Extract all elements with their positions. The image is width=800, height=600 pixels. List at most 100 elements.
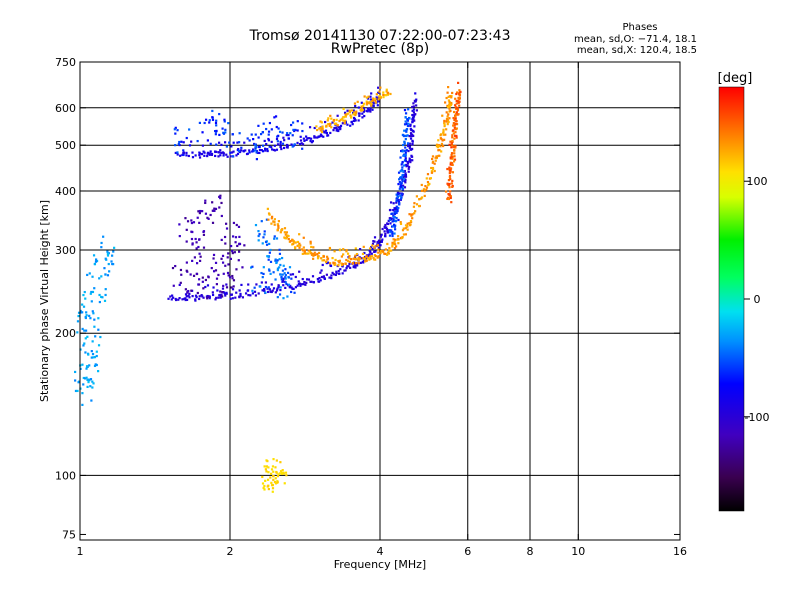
data-point xyxy=(335,118,338,121)
data-point xyxy=(405,163,408,167)
data-point xyxy=(437,139,440,142)
data-point xyxy=(452,146,455,149)
data-point xyxy=(187,294,190,297)
data-point xyxy=(199,209,202,213)
data-point xyxy=(220,238,223,242)
data-point xyxy=(81,303,84,306)
data-point xyxy=(106,274,110,277)
data-point xyxy=(90,290,93,294)
data-point xyxy=(264,291,267,294)
data-point xyxy=(225,286,229,289)
data-point xyxy=(450,142,453,146)
data-point xyxy=(107,262,110,266)
data-point xyxy=(402,173,405,177)
data-point xyxy=(276,223,280,226)
data-point xyxy=(391,230,394,234)
data-point xyxy=(90,350,93,353)
data-point xyxy=(420,196,424,199)
data-point xyxy=(336,114,339,117)
data-point xyxy=(359,248,362,251)
data-point xyxy=(383,225,386,228)
data-point xyxy=(187,289,190,293)
data-point xyxy=(401,229,405,232)
stats-heading: Phases xyxy=(622,22,657,33)
data-point xyxy=(201,144,205,147)
data-point xyxy=(403,108,407,112)
data-point xyxy=(302,246,305,249)
data-point xyxy=(326,119,329,122)
data-point xyxy=(81,403,84,406)
data-point xyxy=(453,155,456,158)
data-point xyxy=(185,136,188,140)
data-point xyxy=(395,201,398,204)
series-x-trace-lower xyxy=(266,86,454,267)
data-point xyxy=(224,242,227,245)
data-point xyxy=(450,156,453,159)
data-point xyxy=(294,275,297,279)
data-point xyxy=(386,229,390,232)
data-point xyxy=(396,209,399,213)
data-point xyxy=(291,273,295,276)
data-point xyxy=(273,237,276,240)
data-point xyxy=(341,117,344,120)
data-point xyxy=(428,182,431,186)
data-point xyxy=(179,154,182,157)
data-point xyxy=(321,128,324,131)
data-point xyxy=(403,174,406,177)
data-point xyxy=(454,104,457,107)
data-point xyxy=(261,242,264,245)
data-point xyxy=(273,144,276,147)
data-point xyxy=(238,141,241,144)
data-point xyxy=(330,274,333,277)
data-point xyxy=(238,296,241,299)
data-point xyxy=(365,96,369,99)
data-point xyxy=(373,250,376,253)
data-point xyxy=(442,133,445,136)
data-point xyxy=(219,290,222,293)
data-point xyxy=(433,169,436,173)
plot-frame xyxy=(79,61,681,541)
data-point xyxy=(454,113,458,116)
data-point xyxy=(188,144,192,147)
data-point xyxy=(201,276,204,279)
data-point xyxy=(314,136,317,139)
data-point xyxy=(228,141,231,144)
data-point xyxy=(283,139,286,142)
data-point xyxy=(443,124,446,128)
data-point xyxy=(359,257,362,260)
data-point xyxy=(287,137,290,140)
data-point xyxy=(235,223,238,227)
data-point xyxy=(85,367,88,370)
data-point xyxy=(289,132,292,135)
data-point xyxy=(350,109,353,112)
data-point xyxy=(331,256,334,260)
data-point xyxy=(310,245,313,249)
data-point xyxy=(254,294,257,297)
data-point xyxy=(219,295,222,298)
data-point xyxy=(302,283,305,286)
data-point xyxy=(225,153,228,156)
data-point xyxy=(452,160,456,163)
data-point xyxy=(194,298,197,301)
data-point xyxy=(450,201,453,204)
data-point xyxy=(455,123,459,126)
colorbar-tick-label: -100 xyxy=(745,411,770,424)
data-point xyxy=(322,135,325,138)
data-point xyxy=(342,248,345,251)
data-point xyxy=(362,104,365,108)
data-point xyxy=(238,242,242,246)
data-point xyxy=(232,279,236,282)
data-point xyxy=(388,218,392,222)
data-point xyxy=(309,250,312,253)
data-point xyxy=(212,270,216,273)
data-point xyxy=(79,348,82,351)
data-point xyxy=(85,376,88,379)
data-point xyxy=(214,207,218,211)
data-point xyxy=(284,277,287,280)
data-point xyxy=(375,93,378,96)
data-point xyxy=(195,262,199,265)
data-point xyxy=(319,135,322,138)
data-point xyxy=(389,231,392,234)
data-point xyxy=(201,280,204,283)
data-point xyxy=(447,95,450,98)
